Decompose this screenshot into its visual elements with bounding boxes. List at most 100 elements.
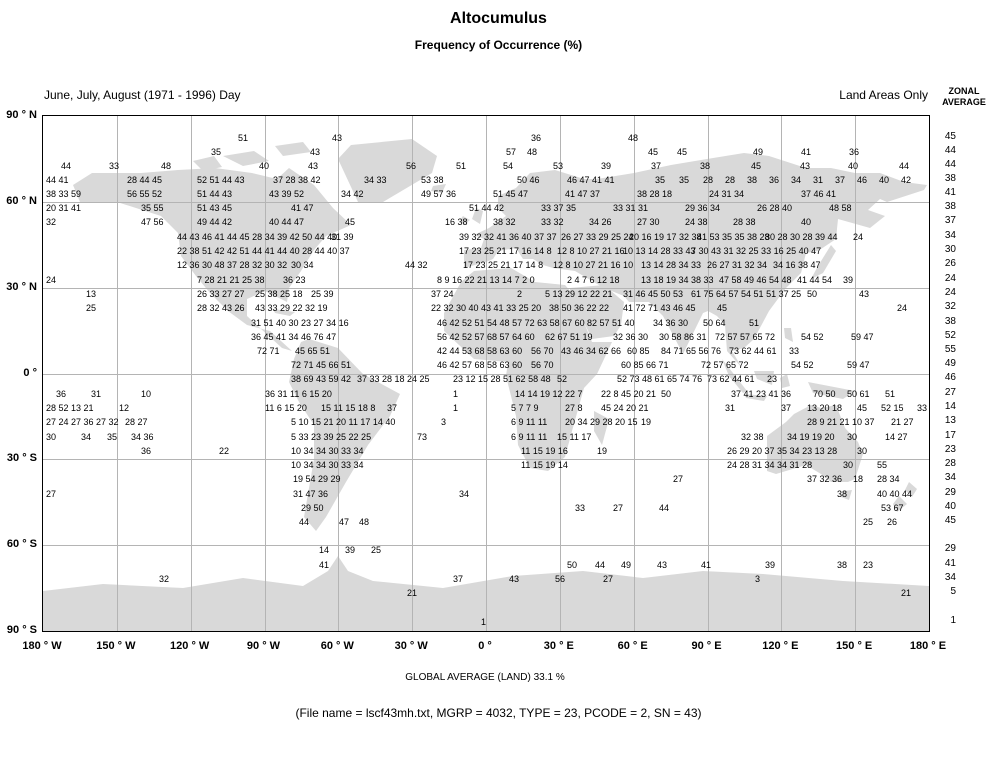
value-cell: 12 36 30 48 37 28 32 30 32 xyxy=(177,260,288,270)
value-cell: 41 53 35 35 38 28 xyxy=(697,232,770,242)
zonal-average-value: 24 xyxy=(944,273,956,284)
value-cell: 47 58 49 46 54 48 xyxy=(719,275,792,285)
x-axis-label: 180 ° E xyxy=(909,640,947,652)
value-cell: 39 xyxy=(843,275,854,285)
value-cell: 31 46 45 50 53 xyxy=(623,289,684,299)
zonal-average-value: 28 xyxy=(944,458,956,469)
x-axis-label: 30 ° E xyxy=(543,640,574,652)
gridline-horizontal xyxy=(43,545,929,547)
value-cell: 51 45 47 xyxy=(493,189,529,199)
value-cell: 46 47 41 41 xyxy=(567,175,615,185)
value-cell: 72 57 65 72 xyxy=(701,360,749,370)
zonal-header-line2: AVERAGE xyxy=(942,97,986,107)
value-cell: 26 27 31 32 34 xyxy=(707,260,768,270)
x-axis-label: 60 ° W xyxy=(320,640,354,652)
value-cell: 44 43 46 41 44 45 28 34 39 42 50 44 40 xyxy=(177,232,338,242)
zonal-average-value: 13 xyxy=(944,415,956,426)
value-cell: 43 xyxy=(859,289,870,299)
value-cell: 51 43 45 xyxy=(197,203,233,213)
zonal-average-value: 34 xyxy=(944,230,956,241)
island-japan xyxy=(811,245,836,279)
value-cell: 44 xyxy=(899,161,910,171)
value-cell: 36 45 41 34 46 76 47 xyxy=(251,332,337,342)
value-cell: 14 27 xyxy=(885,432,908,442)
zonal-average-value: 45 xyxy=(944,131,956,142)
value-cell: 60 85 66 71 xyxy=(621,360,669,370)
value-cell: 34 36 30 xyxy=(653,318,689,328)
zonal-average-value: 5 xyxy=(950,586,956,597)
value-cell: 44 xyxy=(299,517,310,527)
island-sulawesi xyxy=(780,374,790,388)
arctic-island xyxy=(193,156,222,171)
value-cell: 6 9 11 11 xyxy=(511,417,548,427)
value-cell: 10 13 14 28 33 43 xyxy=(623,246,696,256)
value-cell: 50 61 xyxy=(847,389,870,399)
value-cell: 38 33 59 xyxy=(46,189,82,199)
value-cell: 16 38 xyxy=(445,217,468,227)
gridline-horizontal xyxy=(43,287,929,289)
value-cell: 26 27 33 29 25 24 xyxy=(561,232,634,242)
value-cell: 49 57 36 xyxy=(421,189,457,199)
value-cell: 35 xyxy=(107,432,118,442)
value-cell: 28 34 xyxy=(877,474,900,484)
x-axis-label: 60 ° E xyxy=(617,640,648,652)
value-cell: 27 xyxy=(613,503,624,513)
value-cell: 54 xyxy=(503,161,514,171)
value-cell: 41 xyxy=(701,560,712,570)
value-cell: 28 32 43 26 xyxy=(197,303,245,313)
value-cell: 48 xyxy=(161,161,172,171)
value-cell: 27 xyxy=(46,489,57,499)
value-cell: 31 xyxy=(725,403,736,413)
value-cell: 45 24 20 21 xyxy=(601,403,649,413)
x-axis-label: 150 ° W xyxy=(96,640,136,652)
value-cell: 48 xyxy=(628,133,639,143)
value-cell: 40 xyxy=(259,161,270,171)
island-britain xyxy=(472,208,483,224)
value-cell: 44 xyxy=(659,503,670,513)
value-cell: 42 xyxy=(901,175,912,185)
x-axis-label: 90 ° E xyxy=(691,640,722,652)
island-madagascar xyxy=(594,411,609,445)
value-cell: 20 31 41 xyxy=(46,203,82,213)
value-cell: 37 xyxy=(781,403,792,413)
value-cell: 44 xyxy=(595,560,606,570)
value-cell: 6 9 11 11 xyxy=(511,432,548,442)
island-ireland xyxy=(460,216,470,225)
value-cell: 30 xyxy=(843,460,854,470)
value-cell: 30 xyxy=(46,432,57,442)
value-cell: 44 xyxy=(61,161,72,171)
value-cell: 35 xyxy=(655,175,666,185)
value-cell: 25 xyxy=(863,517,874,527)
y-axis-label: 90 ° N xyxy=(6,109,37,121)
value-cell: 31 xyxy=(813,175,824,185)
value-cell: 45 xyxy=(857,403,868,413)
value-cell: 22 32 30 40 43 41 33 25 20 xyxy=(431,303,542,313)
value-cell: 34 16 38 47 xyxy=(773,260,821,270)
value-cell: 2 4 7 6 12 18 xyxy=(567,275,620,285)
value-cell: 38 28 18 xyxy=(637,189,673,199)
value-cell: 39 xyxy=(765,560,776,570)
value-cell: 46 xyxy=(857,175,868,185)
value-cell: 51 44 42 xyxy=(469,203,505,213)
value-cell: 59 47 xyxy=(851,332,874,342)
value-cell: 52 51 44 43 xyxy=(197,175,245,185)
value-cell: 52 73 48 61 65 74 76 xyxy=(617,374,703,384)
y-axis-label: 30 ° S xyxy=(6,452,37,465)
value-cell: 46 42 52 51 54 48 57 72 63 58 67 60 xyxy=(437,318,585,328)
value-cell: 30 34 xyxy=(291,260,314,270)
value-cell: 55 xyxy=(877,460,888,470)
island-borneo xyxy=(754,371,774,385)
zonal-average-column: 45 44 44 38 41 38 37 34 30 26 24 24 32 38 52 55 49 46 27 14… xyxy=(930,0,956,760)
zonal-average-value: 29 xyxy=(944,543,956,554)
value-cell: 13 xyxy=(86,289,97,299)
value-cell: 36 xyxy=(769,175,780,185)
value-cell: 40 xyxy=(848,161,859,171)
value-cell: 45 xyxy=(345,217,356,227)
value-cell: 45 xyxy=(751,161,762,171)
value-cell: 36 xyxy=(849,147,860,157)
value-cell: 17 23 25 21 17 14 8 xyxy=(463,260,544,270)
value-cell: 35 xyxy=(679,175,690,185)
value-cell: 50 xyxy=(661,389,672,399)
value-cell: 51 44 43 xyxy=(197,189,233,199)
